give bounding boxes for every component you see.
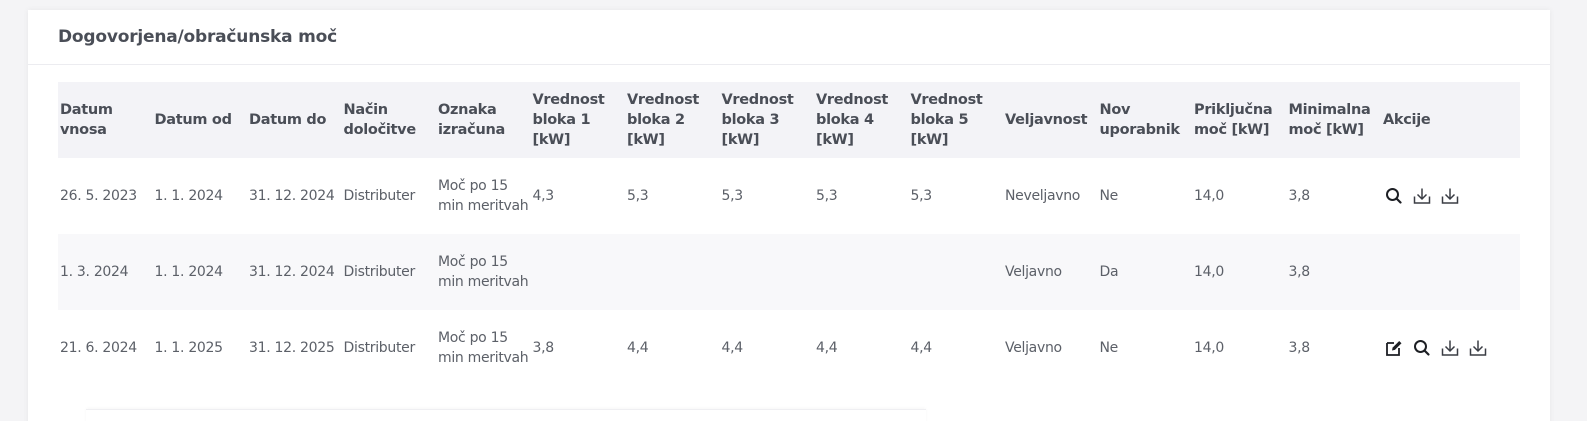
row-actions [1383,185,1520,207]
table-header: Datum vnosa Datum od Datum do Način določit… [58,82,1520,158]
table-row: 1. 3. 2024 1. 1. 2024 31. 12. 2024 Distribu… [58,234,1520,310]
table-cell: Moč po 15 min meritvah [438,329,529,367]
table-cell: Moč po 15 min meritvah [438,253,529,291]
row-actions [1383,337,1520,359]
download-icon[interactable] [1439,185,1461,207]
table-cell: 31. 12. 2024 [249,187,335,204]
table-cell [814,234,909,310]
table-cell: Veljavno [1005,263,1062,280]
table-cell: Ne [1099,339,1119,356]
next-card [86,409,926,421]
header-row: Datum vnosa Datum od Datum do Način določit… [58,82,1520,158]
table-cell: Ne [1099,187,1119,204]
table-cell: 1. 3. 2024 [60,263,129,280]
table-cell: 26. 5. 2023 [60,187,137,204]
table-cell: 3,8 [532,339,555,356]
table-cell: 4,4 [816,339,838,356]
card-header: Dogovorjena/obračunska moč [28,10,1550,65]
table-cell: 5,3 [721,187,744,204]
table-cell: 5,3 [816,187,838,204]
column-header: Nov uporabnik [1099,102,1181,138]
table-cell: Da [1099,263,1119,280]
table-cell: Distributer [343,339,416,356]
column-header: Vrednost bloka 2 [kW] [627,92,700,148]
card-title: Dogovorjena/obračunska moč [58,27,337,47]
table-row: 26. 5. 2023 1. 1. 2024 31. 12. 2024 Distrib… [58,158,1520,234]
table-cell: Moč po 15 min meritvah [438,177,529,215]
table-cell: 21. 6. 2024 [60,339,137,356]
table-cell: 14,0 [1194,187,1224,204]
table-cell: 5,3 [910,187,933,204]
power-table: Datum vnosa Datum od Datum do Način določit… [58,82,1520,386]
table-cell: 3,8 [1288,187,1311,204]
table-body: 26. 5. 2023 1. 1. 2024 31. 12. 2024 Distrib… [58,158,1520,386]
table-cell: 4,4 [627,339,649,356]
column-header: Datum do [249,112,327,128]
table-cell: 31. 12. 2025 [249,339,335,356]
table-cell: 4,4 [721,339,744,356]
column-header: Priključna moč [kW] [1194,102,1273,138]
table-cell: Veljavno [1005,339,1062,356]
table-cell [531,234,626,310]
table-cell: Neveljavno [1005,187,1081,204]
column-header: Veljavnost [1005,112,1088,128]
search-icon[interactable] [1411,337,1433,359]
table-cell: 4,4 [910,339,933,356]
table-cell: 31. 12. 2024 [249,263,335,280]
table-cell [720,234,815,310]
column-header: Način določitve [343,102,417,138]
column-header: Datum od [154,112,232,128]
column-header: Vrednost bloka 1 [kW] [532,92,605,148]
table-cell [909,234,1004,310]
table-cell: 4,3 [532,187,555,204]
column-header: Vrednost bloka 4 [kW] [816,92,889,148]
table-cell: 3,8 [1288,263,1311,280]
table-cell: 14,0 [1194,339,1224,356]
contracted-power-card: Dogovorjena/obračunska moč Datum vnosa Da… [28,10,1550,421]
table-cell: Distributer [343,187,416,204]
table-cell: Distributer [343,263,416,280]
column-header: Akcije [1383,112,1431,128]
table-cell: 3,8 [1288,339,1311,356]
table-cell: 1. 1. 2024 [154,263,224,280]
table-cell [625,234,720,310]
column-header: Vrednost bloka 3 [kW] [721,92,794,148]
table-cell: 1. 1. 2024 [154,187,224,204]
column-header: Datum vnosa [60,102,113,138]
table-cell: 1. 1. 2025 [154,339,224,356]
table-cell: 5,3 [627,187,649,204]
table-row: 21. 6. 2024 1. 1. 2025 31. 12. 2025 Distrib… [58,310,1520,386]
column-header: Minimalna moč [kW] [1288,102,1371,138]
download-icon[interactable] [1411,185,1433,207]
actions-cell [1381,234,1520,310]
download-icon[interactable] [1439,337,1461,359]
actions-cell [1381,158,1520,234]
actions-cell [1381,310,1520,386]
column-header: Oznaka izračuna [438,102,505,138]
table-cell: 14,0 [1194,263,1224,280]
search-icon[interactable] [1383,185,1405,207]
download-icon[interactable] [1467,337,1489,359]
column-header: Vrednost bloka 5 [kW] [910,92,983,148]
edit-icon[interactable] [1383,337,1405,359]
